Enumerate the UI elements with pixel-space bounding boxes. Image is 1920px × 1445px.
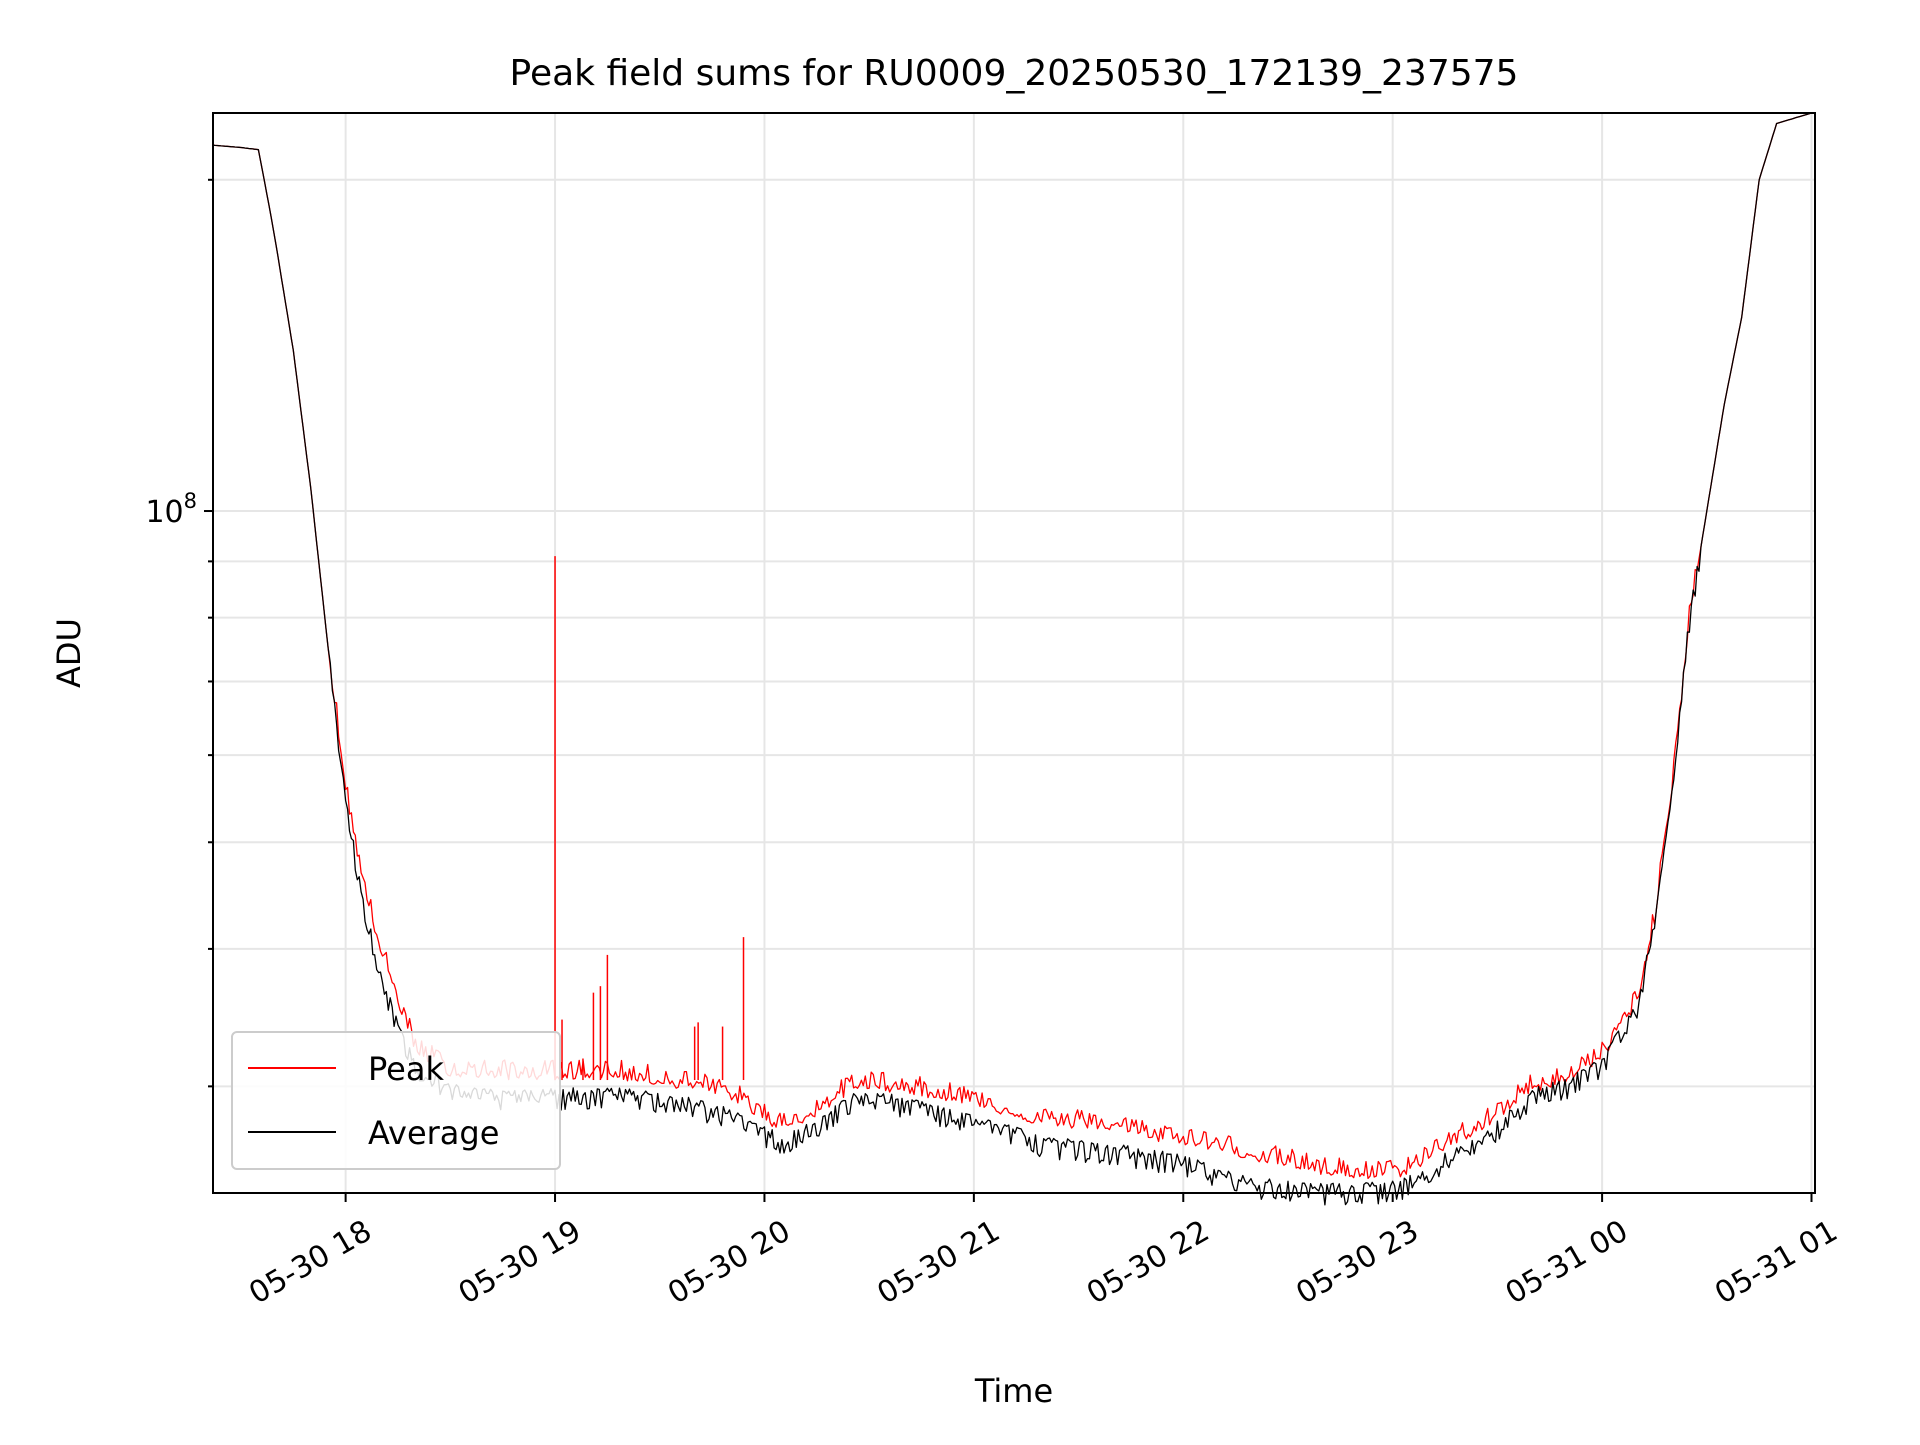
legend-peak-label: Peak (368, 1050, 444, 1088)
y-axis-label: ADU (50, 618, 88, 688)
y-tick-label: 108 (145, 489, 197, 530)
x-axis-label: Time (974, 1372, 1053, 1410)
legend-average-label: Average (368, 1114, 499, 1152)
legend: Peak Average (231, 1031, 561, 1170)
grid (213, 113, 1815, 1193)
legend-box (231, 1031, 561, 1170)
chart-title: Peak field sums for RU0009_20250530_1721… (510, 53, 1519, 94)
y-axis: 108 (145, 178, 213, 1088)
plot-frame (212, 112, 1816, 1194)
